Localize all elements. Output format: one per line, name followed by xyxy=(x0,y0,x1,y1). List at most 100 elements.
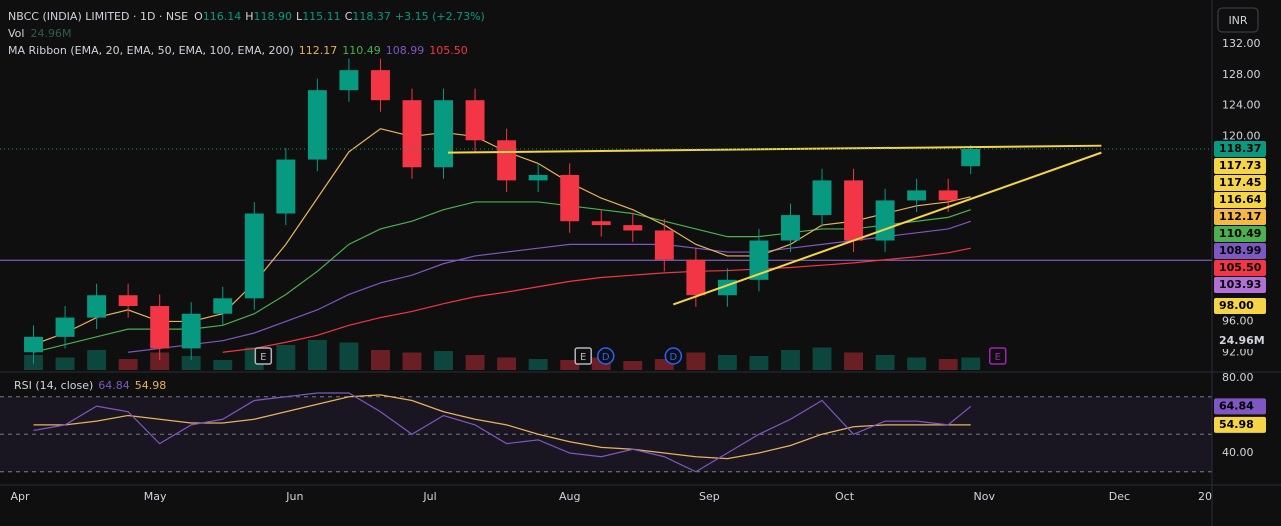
rsi-badge: 64.84 xyxy=(1214,398,1266,415)
ohlc-value: 118.37 xyxy=(352,10,391,23)
event-icon xyxy=(988,347,1007,365)
ma-values: 112.17 110.49 108.99 105.50 xyxy=(299,44,468,57)
volume-bar xyxy=(907,357,927,370)
price-badge-label: 118.37 xyxy=(1219,142,1261,155)
event-marker[interactable]: D xyxy=(664,347,683,365)
volume-badge-box xyxy=(1214,333,1266,349)
candle-body xyxy=(875,200,895,241)
ma-value: 112.17 xyxy=(299,44,338,57)
price-badge: 117.45 xyxy=(1214,175,1266,192)
event-marker[interactable]: D xyxy=(596,347,615,365)
volume-bar xyxy=(465,355,485,370)
ohlc-key: L xyxy=(296,10,303,23)
volume-badge: 24.96M xyxy=(1214,333,1266,349)
rsi-legend: RSI (14, close) 64.84 54.98 xyxy=(14,379,166,392)
change: +3.15 (+2.73%) xyxy=(395,10,485,23)
volume-bar xyxy=(623,361,643,370)
rsi-tick-label: 40.00 xyxy=(1222,446,1254,459)
x-tick-label: Sep xyxy=(699,490,720,503)
rsi-pane xyxy=(0,392,1212,473)
price-badge: 98.00 xyxy=(1214,298,1266,315)
x-tick-label: Dec xyxy=(1109,490,1130,503)
event-label: D xyxy=(669,352,677,363)
rsi-ma-badge-box xyxy=(1214,416,1266,433)
ma-value: 110.49 xyxy=(342,44,381,57)
currency[interactable]: INR xyxy=(1228,14,1247,27)
candle-body xyxy=(339,70,359,91)
volume-bar xyxy=(961,357,981,370)
volume-bar xyxy=(370,350,390,370)
rsi-badge-box xyxy=(1214,398,1266,415)
x-tick-label: Oct xyxy=(835,490,855,503)
event-icon xyxy=(574,347,592,365)
volume-value: 24.96M xyxy=(30,27,71,40)
currency-button[interactable] xyxy=(1217,7,1259,33)
symbol-legend: NBCC (INDIA) LIMITED · 1D · NSE O116.14 H1… xyxy=(8,10,485,23)
ohlc-key: O xyxy=(194,10,203,23)
event-marker[interactable]: E xyxy=(254,347,273,365)
ohlc-key: C xyxy=(345,10,353,23)
ohlc-key: H xyxy=(245,10,253,23)
price-badge-box xyxy=(1214,298,1266,315)
price-badge-box xyxy=(1214,226,1266,243)
volume-bar xyxy=(528,359,548,370)
price-badge: 116.64 xyxy=(1214,192,1266,209)
price-badge-label: 117.45 xyxy=(1219,176,1261,189)
candle-body xyxy=(244,213,264,299)
volume-bar xyxy=(875,355,895,370)
x-tick-label: Jun xyxy=(285,490,303,503)
rsi-tick-label: 80.00 xyxy=(1222,371,1254,384)
volume-bar xyxy=(55,357,75,370)
candle-body xyxy=(623,225,643,231)
volume-bar xyxy=(276,345,296,370)
price-badge-box xyxy=(1214,243,1266,260)
candle-body xyxy=(938,190,958,201)
candle-body xyxy=(781,215,800,241)
volume-bar xyxy=(150,352,170,370)
event-label: E xyxy=(580,352,586,363)
rsi-badge-label: 64.84 xyxy=(1219,399,1254,412)
ohlc-value: 116.14 xyxy=(203,10,242,23)
event-icon xyxy=(664,347,683,365)
price-badge-label: 98.00 xyxy=(1219,299,1254,312)
x-tick-label: Nov xyxy=(973,490,995,503)
rsi-title: RSI (14, close) xyxy=(14,379,93,392)
price-badge-box xyxy=(1214,277,1266,294)
candle-body xyxy=(55,317,75,337)
volume-bar xyxy=(560,360,580,370)
y-tick-label: 128.00 xyxy=(1222,68,1261,81)
price-badge: 105.50 xyxy=(1214,260,1266,277)
volume-bar xyxy=(402,352,422,370)
x-tick-label: Jul xyxy=(422,490,436,503)
candle-body xyxy=(213,298,233,314)
candle-body xyxy=(686,259,706,296)
price-badge-label: 116.64 xyxy=(1219,193,1262,206)
volume-bar xyxy=(812,347,832,370)
y-tick-label: 120.00 xyxy=(1222,129,1261,142)
candle-body xyxy=(276,159,296,214)
ema-line xyxy=(128,220,971,353)
event-marker[interactable]: E xyxy=(988,347,1007,365)
price-badge-box xyxy=(1214,141,1266,158)
volume-bar xyxy=(339,342,359,370)
candle-body xyxy=(402,100,422,168)
y-tick-label: 96.00 xyxy=(1222,314,1254,327)
price-badge-label: 117.73 xyxy=(1219,159,1261,172)
event-marker[interactable]: E xyxy=(574,347,592,365)
rsi-ma-line xyxy=(33,394,971,460)
volume-bar xyxy=(181,356,201,370)
price-badge-box xyxy=(1214,175,1266,192)
candle-body xyxy=(812,180,832,216)
volume-bar xyxy=(938,359,958,370)
price-badge: 117.73 xyxy=(1214,158,1266,175)
candle-body xyxy=(591,221,611,226)
rsi-band xyxy=(0,396,1212,472)
candle-body xyxy=(181,313,201,349)
x-tick-label: May xyxy=(144,490,167,503)
rsi-value: 64.84 xyxy=(98,379,130,392)
volume-bar xyxy=(497,357,517,370)
candle-body xyxy=(118,295,138,307)
candle-body xyxy=(307,90,327,160)
